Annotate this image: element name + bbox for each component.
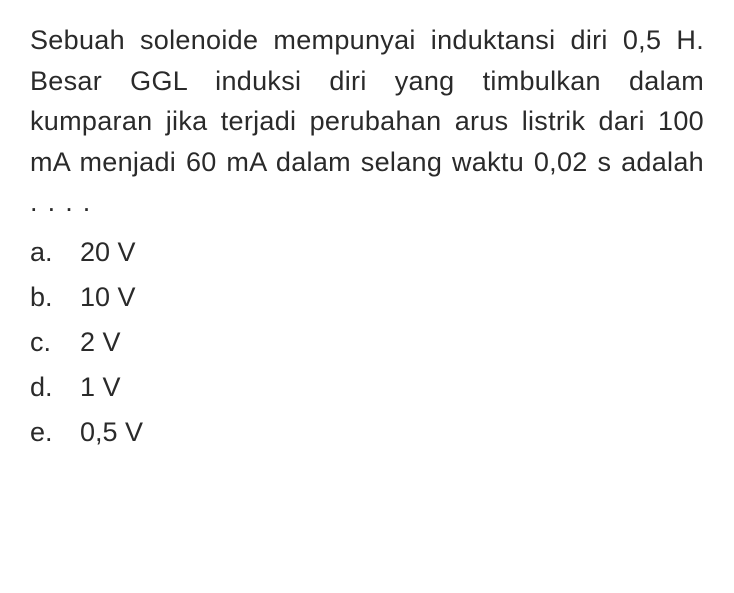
answer-item: c. 2 V (30, 321, 704, 364)
answer-letter-b: b. (30, 276, 80, 319)
answer-value-a: 20 V (80, 231, 704, 274)
answer-letter-a: a. (30, 231, 80, 274)
answer-letter-c: c. (30, 321, 80, 364)
answer-item: d. 1 V (30, 366, 704, 409)
answer-list: a. 20 V b. 10 V c. 2 V d. 1 V e. 0,5 V (30, 231, 704, 455)
question-text: Sebuah solenoide mempunyai induktansi di… (30, 20, 704, 223)
answer-item: a. 20 V (30, 231, 704, 274)
answer-value-b: 10 V (80, 276, 704, 319)
answer-item: e. 0,5 V (30, 411, 704, 454)
answer-item: b. 10 V (30, 276, 704, 319)
answer-letter-e: e. (30, 411, 80, 454)
answer-value-e: 0,5 V (80, 411, 704, 454)
answer-letter-d: d. (30, 366, 80, 409)
answer-value-d: 1 V (80, 366, 704, 409)
answer-value-c: 2 V (80, 321, 704, 364)
